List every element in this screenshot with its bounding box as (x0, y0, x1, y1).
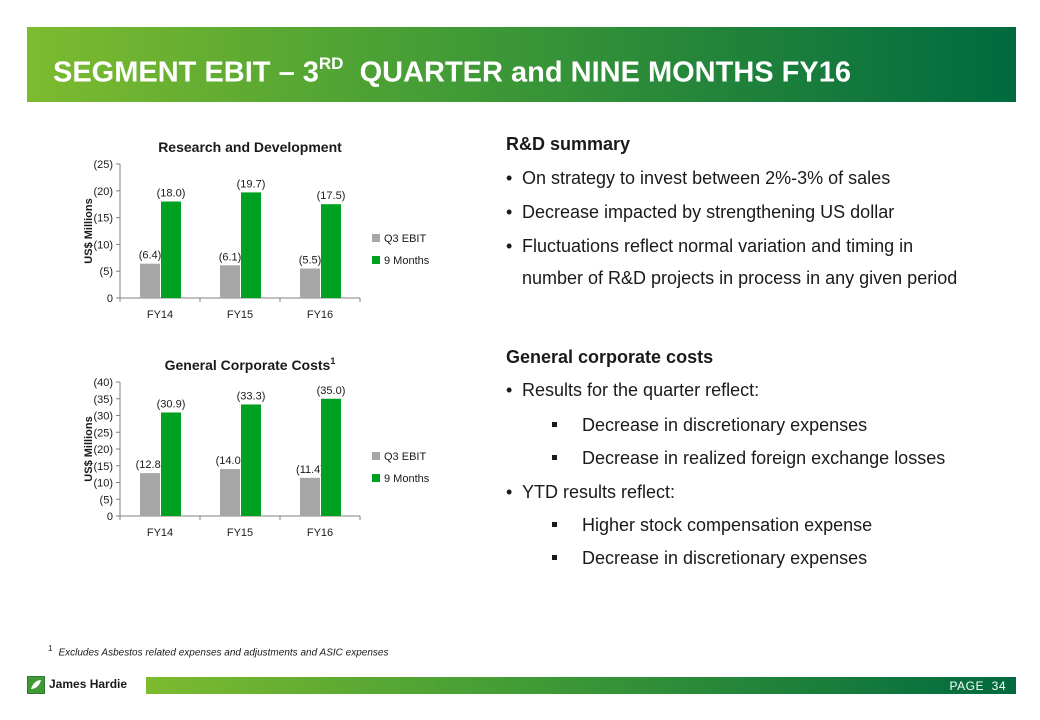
y-tick-label: (15) (93, 213, 113, 225)
logo-leaf-icon (31, 680, 41, 689)
y-tick-label: (20) (93, 186, 113, 198)
chart-title: General Corporate Costs1 (165, 356, 336, 373)
chart-title-superscript: 1 (330, 356, 335, 366)
legend-label: Q3 EBIT (384, 451, 426, 463)
data-label: (11.4) (296, 464, 324, 476)
bar-chart-svg: Research and Development US$ Millions 0 (5)… (83, 139, 430, 321)
legend-swatch (372, 256, 380, 264)
bar-q3-ebit (220, 469, 240, 516)
data-label: (19.7) (237, 178, 266, 190)
footnote-marker: 1 (48, 644, 53, 653)
data-label: (14.0) (216, 455, 245, 467)
bullet-dot: • (506, 236, 513, 256)
bullet-dot: • (506, 168, 513, 188)
y-tick-label: (5) (100, 266, 113, 278)
chart-title: Research and Development (158, 139, 342, 155)
y-tick-label: (10) (93, 478, 113, 490)
bar-q3-ebit (140, 263, 160, 298)
legend-label: 9 Months (384, 255, 430, 267)
data-label: (35.0) (317, 385, 346, 397)
data-label: (17.5) (317, 190, 346, 202)
square-bullet-icon (552, 555, 557, 560)
footnote: 1 Excludes Asbestos related expenses and … (48, 644, 388, 658)
y-tick-label: 0 (107, 511, 113, 523)
title-bar: SEGMENT EBIT – 3RD QUARTER and NINE MONT… (27, 27, 1016, 102)
rd-bullet-text: On strategy to invest between 2%-3% of s… (522, 168, 891, 188)
legend-swatch (372, 234, 380, 242)
y-axis-label: US$ Millions (83, 416, 95, 481)
bar-9-months (161, 201, 181, 298)
legend-swatch (372, 474, 380, 482)
data-label: (18.0) (157, 188, 186, 200)
bar-q3-ebit (220, 265, 240, 298)
square-bullet-icon (552, 455, 557, 460)
page-number: PAGE 34 (949, 679, 1006, 693)
page-title: SEGMENT EBIT – 3RD QUARTER and NINE MONT… (53, 27, 851, 102)
data-label: (6.1) (219, 251, 242, 263)
bar-q3-ebit (300, 477, 320, 516)
y-tick-label: (5) (100, 494, 113, 506)
legend-label: Q3 EBIT (384, 233, 426, 245)
data-label: (12.8) (136, 459, 165, 471)
ytd-bullet-text: YTD results reflect: (522, 482, 676, 502)
title-superscript: RD (318, 54, 344, 73)
footer-bar: PAGE 34 (146, 677, 1016, 694)
quarter-bullet-text: Results for the quarter reflect: (522, 380, 760, 400)
title-prefix: SEGMENT EBIT – 3 (53, 56, 319, 89)
legend-label: 9 Months (384, 473, 430, 485)
rd-summary-heading: R&D summary (506, 134, 631, 154)
rd-bullet-text: Decrease impacted by strengthening US do… (522, 202, 895, 222)
data-label: (6.4) (139, 250, 162, 262)
corporate-summary-heading: General corporate costs (506, 347, 714, 367)
y-tick-label: 0 (107, 293, 113, 305)
y-tick-label: (40) (93, 377, 113, 389)
quarter-item-text: Decrease in discretionary expenses (582, 415, 868, 435)
x-tick-label: FY14 (147, 309, 173, 321)
bar-9-months (321, 398, 341, 516)
x-tick-label: FY16 (307, 309, 333, 321)
legend-swatch (372, 452, 380, 460)
logo-text: James Hardie (49, 677, 128, 691)
data-label: (5.5) (299, 255, 322, 267)
y-tick-label: (15) (93, 461, 113, 473)
bar-chart-svg: General Corporate Costs1 US$ Millions 0 (5)… (83, 356, 430, 539)
bar-9-months (241, 192, 261, 298)
bar-9-months (161, 412, 181, 516)
square-bullet-icon (552, 422, 557, 427)
bar-q3-ebit (300, 268, 320, 298)
footnote-text: Excludes Asbestos related expenses and a… (58, 647, 389, 659)
ytd-item-text: Higher stock compensation expense (582, 515, 873, 535)
y-tick-label: (10) (93, 239, 113, 251)
y-tick-label: (30) (93, 411, 113, 423)
bar-q3-ebit (140, 473, 160, 516)
y-tick-label: (35) (93, 394, 113, 406)
logo-mark-icon (27, 676, 45, 694)
ytd-item-text: Decrease in discretionary expenses (582, 548, 868, 568)
bullet-dot: • (506, 202, 513, 222)
x-tick-label: FY15 (227, 527, 253, 539)
x-tick-label: FY16 (307, 527, 333, 539)
y-tick-label: (25) (93, 427, 113, 439)
corporate-costs-chart: General Corporate Costs1 US$ Millions 0 (5)… (60, 350, 500, 550)
bullet-dot: • (506, 482, 513, 502)
y-tick-label: (20) (93, 444, 113, 456)
data-label: (33.3) (237, 390, 266, 402)
quarter-item-text: Decrease in realized foreign exchange lo… (582, 448, 946, 468)
rd-chart: Research and Development US$ Millions 0 (5)… (60, 132, 500, 332)
rd-bullet-text: number of R&D projects in process in any… (522, 268, 958, 288)
x-tick-label: FY15 (227, 309, 253, 321)
rd-bullet-text: Fluctuations reflect normal variation an… (522, 236, 914, 256)
bullet-dot: • (506, 380, 513, 400)
bar-9-months (321, 204, 341, 298)
x-tick-label: FY14 (147, 527, 173, 539)
y-tick-label: (25) (93, 159, 113, 171)
data-label: (30.9) (157, 398, 186, 410)
y-axis-label: US$ Millions (83, 198, 95, 263)
title-suffix: QUARTER and NINE MONTHS FY16 (343, 56, 851, 89)
bar-9-months (241, 404, 261, 516)
square-bullet-icon (552, 522, 557, 527)
